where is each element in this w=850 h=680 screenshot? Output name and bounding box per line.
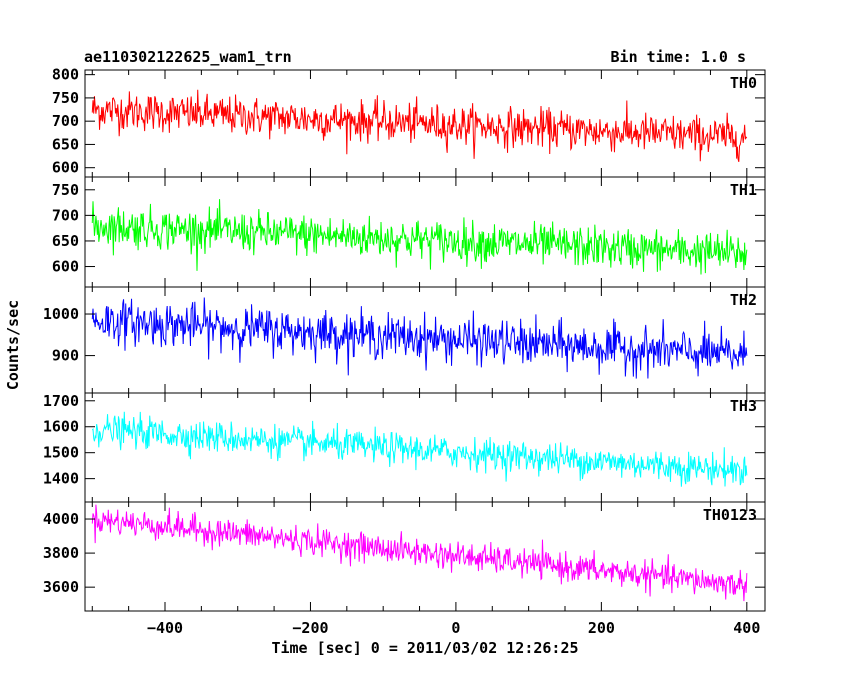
series-line-th1 (91, 199, 748, 275)
x-tick-label-400: 400 (733, 619, 760, 637)
x-tick-label-200: 200 (588, 619, 615, 637)
panel-th1: 600 650 700 750 TH1 (52, 176, 766, 288)
y-tick-label-th3-1400: 1400 (43, 470, 79, 488)
panel-label-th1: TH1 (730, 181, 757, 199)
panel-frame-th3 (84, 392, 766, 503)
y-tick-label-th1-600: 600 (52, 258, 79, 276)
x-axis: −400 −200 0 200 400 (147, 619, 760, 637)
series-line-th0 (91, 89, 748, 162)
y-tick-label-th1-700: 700 (52, 206, 79, 224)
y-tick-label-th0123-4000: 4000 (43, 510, 79, 528)
y-tick-label-th3-1500: 1500 (43, 444, 79, 462)
y-tick-label-th1-650: 650 (52, 232, 79, 250)
y-tick-label-th2-1000: 1000 (43, 305, 79, 323)
panel-label-th0123: TH0123 (703, 506, 757, 524)
bin-time-label: Bin time: 1.0 s (611, 48, 746, 66)
x-tick-label--400: −400 (147, 619, 183, 637)
x-axis-label: Time [sec] 0 = 2011/03/02 12:26:25 (271, 639, 578, 657)
series-line-th0123 (91, 504, 748, 602)
y-tick-label-th0123-3600: 3600 (43, 578, 79, 596)
y-tick-label-th3-1600: 1600 (43, 418, 79, 436)
plot-title: ae110302122625_wam1_trn (84, 48, 292, 66)
y-tick-label-th0-700: 700 (52, 112, 79, 130)
series-line-th3 (91, 411, 748, 487)
panel-th2: 900 1000 TH2 (43, 286, 766, 394)
panel-th0: 600 650 700 750 800 TH0 (52, 66, 766, 178)
panel-label-th0: TH0 (730, 74, 757, 92)
panel-th3: 1400 1500 1600 1700 TH3 (43, 392, 766, 503)
y-tick-label-th0-600: 600 (52, 159, 79, 177)
y-tick-label-th0-750: 750 (52, 89, 79, 107)
y-tick-label-th1-750: 750 (52, 181, 79, 199)
y-tick-label-th3-1700: 1700 (43, 392, 79, 410)
panel-th0123: 3600 3800 4000 TH0123 (43, 501, 766, 612)
y-tick-label-th0-800: 800 (52, 66, 79, 84)
panel-label-th2: TH2 (730, 291, 757, 309)
y-axis-label: Counts/sec (4, 300, 22, 390)
y-tick-label-th0-650: 650 (52, 135, 79, 153)
panel-label-th3: TH3 (730, 397, 757, 415)
y-tick-label-th0123-3800: 3800 (43, 544, 79, 562)
y-tick-label-th2-900: 900 (52, 347, 79, 365)
panels-group: 600 650 700 750 800 TH0 600 650 700 750 TH1 900 1000… (43, 66, 766, 612)
panel-frame-th0123 (84, 501, 766, 612)
x-tick-label--200: −200 (292, 619, 328, 637)
x-tick-label-0: 0 (451, 619, 460, 637)
series-line-th2 (91, 297, 748, 379)
